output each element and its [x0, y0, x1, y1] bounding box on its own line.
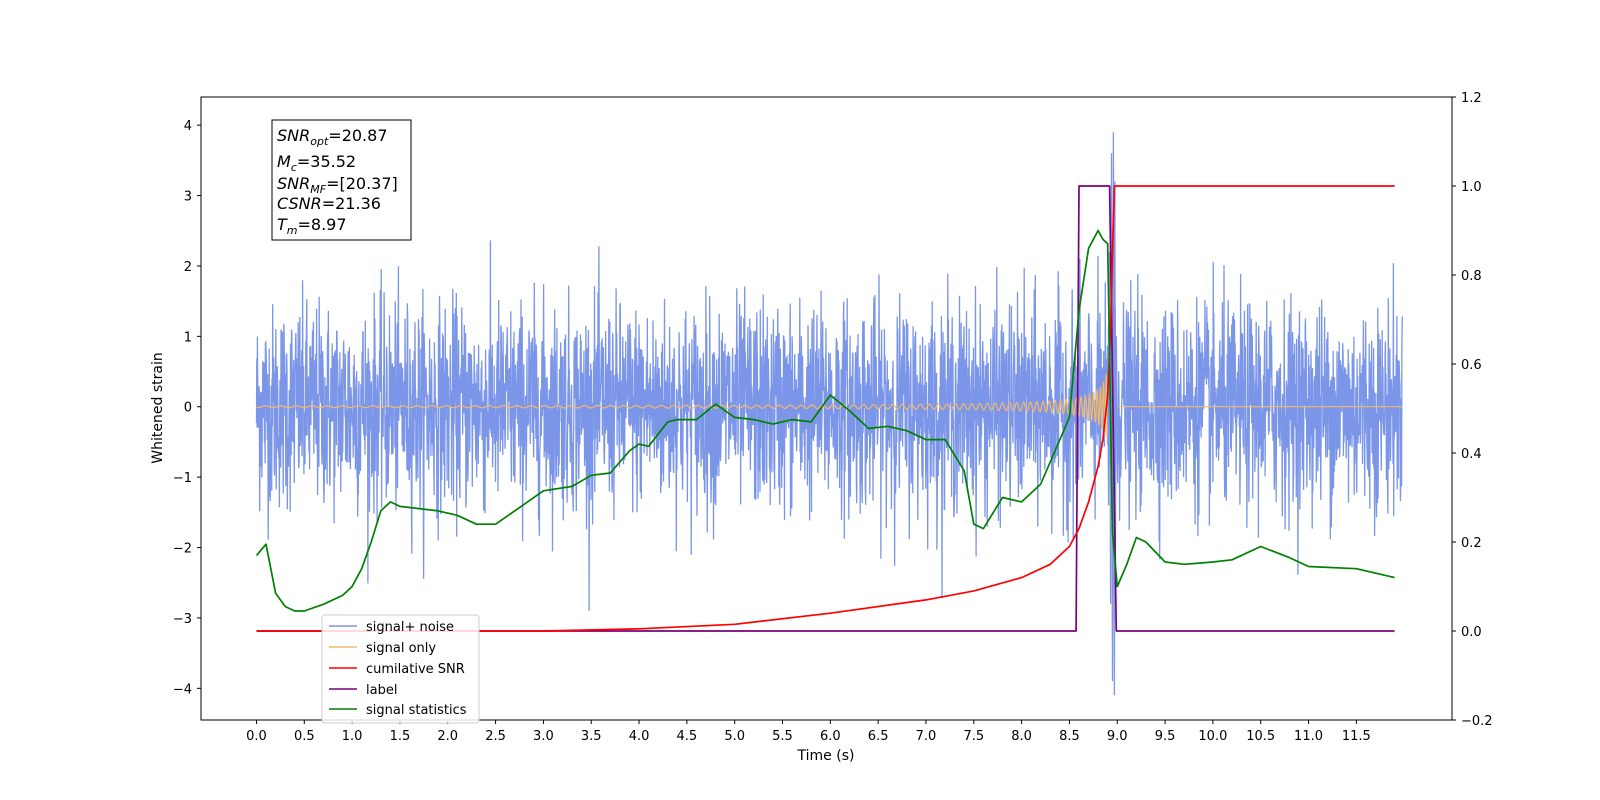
right-y-axis: 1.2 1.0 0.8 0.6 0.4 0.2 0.0 −0.2 [1452, 91, 1493, 729]
y-right-tick-label: 1.0 [1461, 180, 1482, 195]
signal-only-line [256, 231, 1403, 643]
y-left-tick-label: −2 [173, 542, 192, 557]
y-left-tick-label: 3 [184, 190, 192, 205]
x-tick-label: 4.5 [677, 729, 698, 744]
x-tick-label: 1.0 [342, 729, 363, 744]
label-line [256, 185, 1395, 632]
info-line-snr-opt: SNRopt=20.87 [277, 126, 388, 148]
x-tick-label: 7.5 [963, 729, 984, 744]
cumulative-snr-line [256, 185, 1395, 632]
y-right-tick-label: 0.6 [1461, 358, 1482, 373]
svg-text:signal+ noise: signal+ noise [366, 620, 454, 635]
x-tick-label: 0.5 [294, 729, 315, 744]
y-right-tick-label: 0.4 [1461, 447, 1482, 462]
y-right-tick-label: −0.2 [1461, 714, 1493, 729]
x-tick-label: 0.0 [246, 729, 267, 744]
info-line-tm: Tm=8.97 [277, 215, 347, 237]
y-right-tick-label: 1.2 [1461, 91, 1482, 106]
svg-text:cumilative SNR: cumilative SNR [366, 662, 465, 677]
x-axis-label: Time (s) [797, 748, 855, 764]
plot-data-layer [255, 132, 1403, 696]
x-tick-label: 5.0 [724, 729, 745, 744]
plot-frame [200, 96, 1453, 721]
y-left-tick-label: −4 [173, 682, 192, 697]
legend: signal+ noise signal only cumilative SNR… [321, 614, 480, 724]
svg-text:signal statistics: signal statistics [366, 703, 467, 718]
left-y-axis: 4 3 2 1 0 −1 −2 −3 −4 [173, 119, 201, 697]
x-axis: 0.0 0.5 1.0 1.5 2.0 2.5 3.0 3.5 4.0 4.5 5.0 5.5 6.0 6… [246, 720, 1371, 744]
x-tick-label: 11.5 [1342, 729, 1371, 744]
info-line-csnr: CSNR=21.36 [277, 194, 381, 213]
y-axis-label: Whitened strain [150, 352, 166, 463]
info-line-mc: Mc=35.52 [277, 152, 356, 174]
x-tick-label: 1.5 [390, 729, 411, 744]
y-left-tick-label: 2 [184, 260, 192, 275]
y-left-tick-label: 1 [184, 330, 192, 345]
info-line-snr-mf: SNRMF=[20.37] [277, 174, 398, 196]
x-tick-label: 9.0 [1107, 729, 1128, 744]
legend-item-cumulative-snr: cumilative SNR [329, 662, 465, 677]
y-right-tick-label: 0.0 [1461, 625, 1482, 640]
y-left-tick-label: −3 [173, 612, 192, 627]
svg-text:signal only: signal only [366, 641, 436, 656]
y-left-tick-label: −1 [173, 471, 192, 486]
x-tick-label: 5.5 [772, 729, 793, 744]
x-tick-label: 11.0 [1294, 729, 1323, 744]
legend-item-label: label [329, 683, 397, 698]
x-tick-label: 6.5 [868, 729, 889, 744]
y-right-tick-label: 0.8 [1461, 269, 1482, 284]
legend-item-signal-statistics: signal statistics [329, 703, 467, 718]
legend-item-signal-only: signal only [329, 641, 436, 656]
x-tick-label: 6.0 [820, 729, 841, 744]
x-tick-label: 10.5 [1246, 729, 1275, 744]
x-tick-label: 10.0 [1198, 729, 1227, 744]
x-tick-label: 9.5 [1155, 729, 1176, 744]
x-tick-label: 7.0 [916, 729, 937, 744]
x-tick-label: 3.0 [533, 729, 554, 744]
x-tick-label: 3.5 [581, 729, 602, 744]
y-left-tick-label: 4 [184, 119, 192, 134]
signal-statistics-line [255, 229, 1395, 612]
signal-noise-line [255, 240, 1403, 611]
svg-text:label: label [366, 683, 397, 698]
x-tick-label: 2.5 [485, 729, 506, 744]
y-left-tick-label: 0 [184, 401, 192, 416]
x-tick-label: 8.0 [1011, 729, 1032, 744]
legend-item-signal-noise: signal+ noise [329, 620, 454, 635]
y-right-tick-label: 0.2 [1461, 536, 1482, 551]
x-tick-label: 8.5 [1059, 729, 1080, 744]
info-box: SNRopt=20.87 Mc=35.52 SNRMF=[20.37] CSNR… [271, 119, 412, 241]
x-tick-label: 4.0 [629, 729, 650, 744]
x-tick-label: 2.0 [437, 729, 458, 744]
